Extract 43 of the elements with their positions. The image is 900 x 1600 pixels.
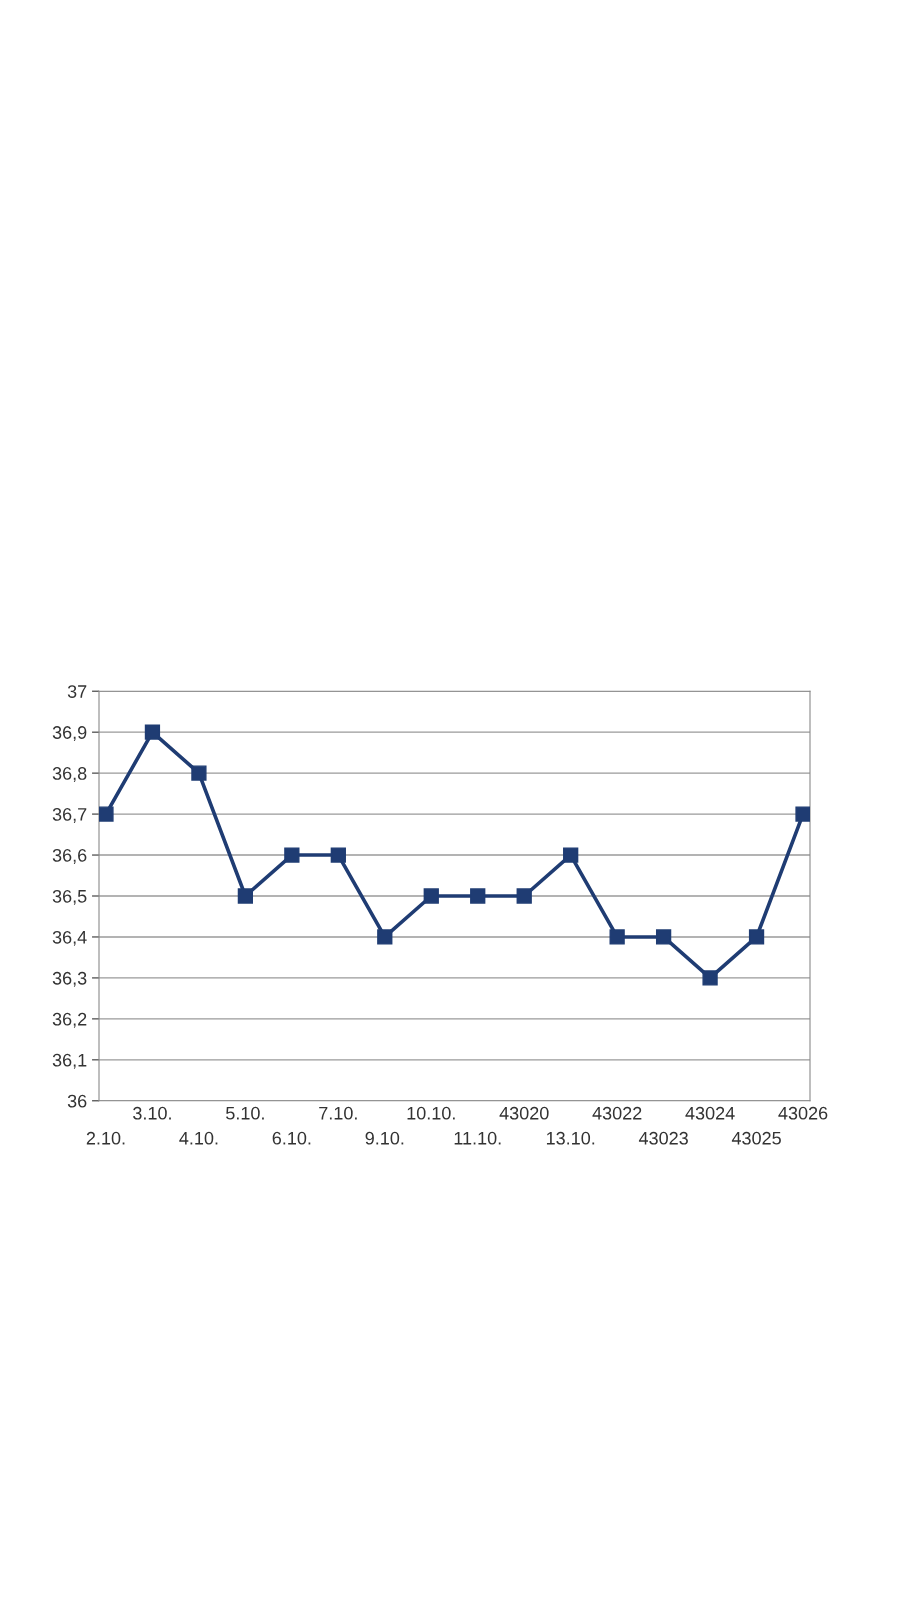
x-tick-label: 5.10. bbox=[226, 1106, 264, 1120]
x-tick-label: 3.10. bbox=[133, 1106, 171, 1120]
x-tick-label: 11.10. bbox=[454, 1131, 501, 1145]
point bbox=[702, 970, 718, 986]
y-tick-label: 36,1 bbox=[52, 1053, 87, 1069]
point bbox=[144, 724, 161, 740]
y-tick-label: 37 bbox=[67, 685, 87, 698]
y-tick-label: 36,2 bbox=[52, 1012, 87, 1028]
point bbox=[563, 847, 579, 863]
y-tick-label: 36 bbox=[67, 1094, 87, 1108]
point bbox=[516, 888, 532, 904]
x-tick-label: 4.10. bbox=[179, 1131, 218, 1145]
point bbox=[470, 888, 486, 904]
x-tick-label: 43025 bbox=[731, 1131, 781, 1145]
x-tick-label: 43024 bbox=[685, 1106, 735, 1120]
point bbox=[609, 929, 625, 945]
x-tick-label: 6.10. bbox=[272, 1131, 311, 1145]
point bbox=[99, 806, 114, 822]
y-tick-label: 36,6 bbox=[52, 848, 87, 864]
y-tick-label: 36,9 bbox=[52, 726, 87, 742]
y-tick-label: 36,5 bbox=[52, 889, 87, 905]
point bbox=[191, 765, 207, 781]
x-tick-label: 2.10. bbox=[86, 1131, 125, 1145]
point bbox=[655, 929, 672, 945]
y-tick-label: 36,7 bbox=[52, 808, 87, 823]
y-tick-label: 36,3 bbox=[52, 971, 87, 987]
x-tick-label: 43020 bbox=[499, 1106, 549, 1120]
point bbox=[377, 929, 393, 945]
point bbox=[330, 847, 346, 863]
x-tick-label: 13.10. bbox=[546, 1131, 595, 1145]
x-tick-label: 43022 bbox=[592, 1106, 642, 1120]
x-tick-label: 9.10. bbox=[365, 1131, 404, 1145]
x-tick-label: 43023 bbox=[638, 1131, 688, 1145]
x-tick-label: 10.10. bbox=[407, 1106, 455, 1120]
x-tick-label: 43026 bbox=[778, 1106, 828, 1120]
point bbox=[237, 888, 254, 904]
y-tick-label: 36,4 bbox=[52, 930, 87, 946]
point bbox=[423, 888, 439, 904]
point bbox=[748, 929, 765, 945]
point bbox=[795, 806, 810, 822]
y-tick-label: 36,8 bbox=[52, 767, 87, 782]
x-tick-label: 7.10. bbox=[319, 1106, 357, 1120]
point bbox=[284, 847, 300, 863]
